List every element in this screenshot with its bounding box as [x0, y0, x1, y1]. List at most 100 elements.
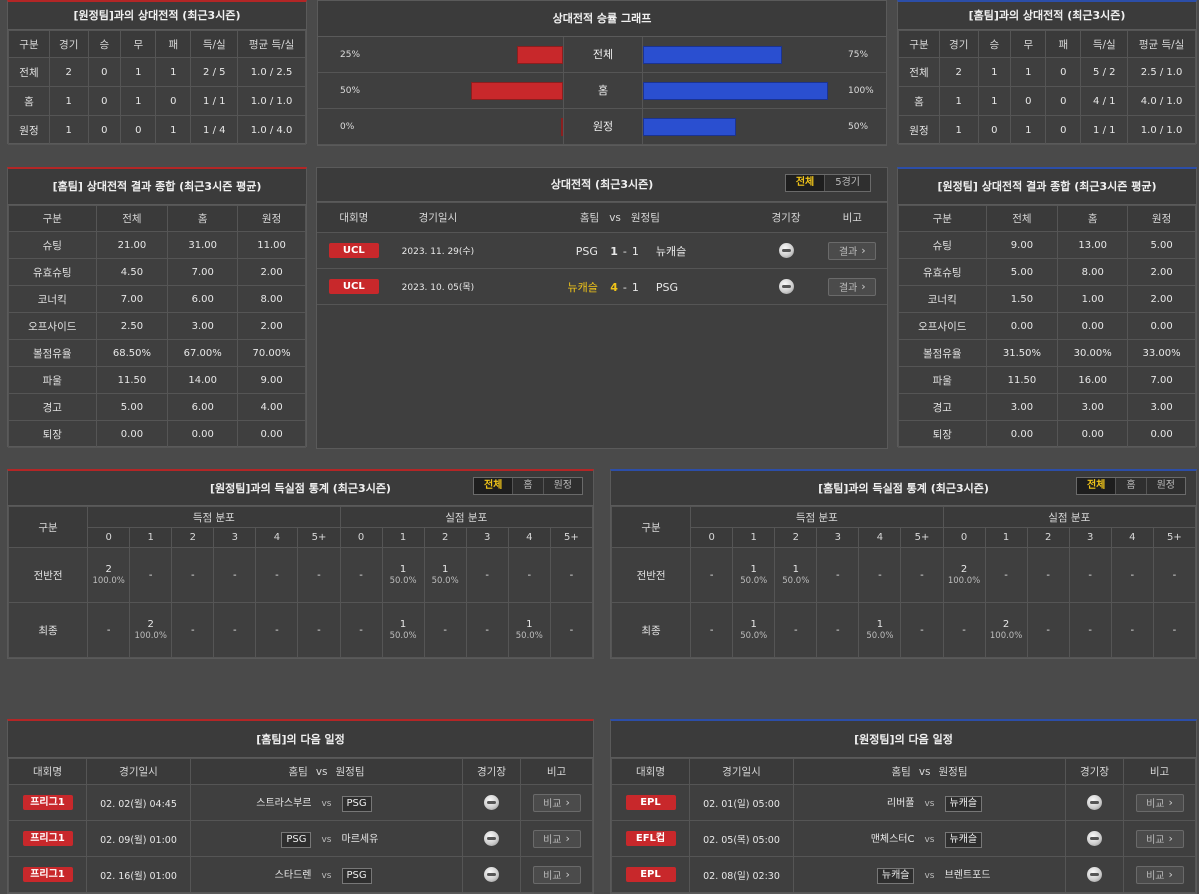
away-team: 뉴캐슬 [655, 244, 687, 258]
compare-button[interactable]: 비교 › [532, 865, 581, 884]
cell-value: 11.50 [985, 366, 1059, 394]
right-rate-label: 75% [848, 49, 869, 60]
column-header: 승 [977, 30, 1012, 58]
cell-percent: 100.0% [134, 631, 167, 641]
compare-button[interactable]: 비교 › [532, 829, 581, 848]
tab-all[interactable]: 전체 [473, 478, 514, 494]
away-score: 1 [631, 280, 639, 294]
table-row: 원정 1 0 0 1 1 / 4 1.0 / 4.0 [8, 115, 306, 145]
away-team-header: 원정팀 [938, 766, 968, 778]
cell-count: 1 [526, 619, 533, 630]
result-button[interactable]: 결과 › [828, 277, 877, 296]
cell-count: - [443, 624, 447, 636]
column-header: 구분 [8, 30, 50, 58]
away-team[interactable]: PSG [341, 867, 372, 884]
cell-count: 1 [876, 619, 884, 630]
column-header: 패 [155, 30, 192, 58]
away-team: PSG [655, 280, 678, 294]
conceded-distribution-header: 실점 분포 [942, 506, 1196, 528]
goal-bin-header: 4 [1110, 527, 1154, 548]
match-date: 2023. 10. 05(목) [390, 268, 486, 305]
cell-count: - [962, 624, 966, 636]
compare-button[interactable]: 비교 › [532, 793, 581, 812]
cell-value: 1 [1010, 115, 1047, 145]
panel-title: 상대전적 승률 그래프 [318, 1, 886, 37]
panel-title-text: 상대전적 (최근3시즌) [550, 178, 654, 191]
vs-label: vs [321, 798, 332, 809]
distribution-cell: 1 50.0% [423, 547, 467, 603]
distribution-cell: - [1068, 547, 1112, 603]
header-row: 구분 전체 홈 원정 [898, 205, 1196, 232]
cell-value: 0 [1045, 86, 1082, 116]
home-team[interactable]: PSG [281, 831, 312, 848]
distribution-cell: - [171, 547, 215, 603]
home-team[interactable]: 뉴캐슬 [876, 867, 915, 884]
away-team[interactable]: 마르세유 [341, 833, 379, 845]
stadium-icon[interactable] [484, 867, 499, 882]
cell-value: 70.00% [237, 339, 306, 367]
tab-home[interactable]: 홈 [1116, 478, 1147, 494]
cell-percent: 50.0% [515, 631, 543, 641]
home-team[interactable]: 스타드렌 [274, 869, 312, 881]
stadium-icon[interactable] [1087, 831, 1102, 846]
tab-home[interactable]: 홈 [513, 478, 544, 494]
cell-value: 0.00 [167, 420, 239, 448]
tab-all[interactable]: 전체 [1076, 478, 1117, 494]
cell-value: 16.00 [1057, 366, 1129, 394]
column-header: 승 [87, 30, 122, 58]
row-label: 유효슈팅 [8, 258, 97, 286]
home-team[interactable]: 리버풀 [886, 797, 915, 809]
result-button[interactable]: 결과 › [828, 241, 877, 260]
tab-away[interactable]: 원정 [1156, 480, 1175, 491]
compare-button[interactable]: 비교 › [1135, 829, 1184, 848]
right-bar-track [643, 109, 848, 145]
table-row: 전체 2 0 1 1 2 / 5 1.0 / 2.5 [8, 57, 306, 87]
distribution-cell: 1 50.0% [507, 602, 551, 658]
note-cell: 비교 › [520, 784, 593, 821]
vs-label: vs [321, 834, 332, 845]
home-team[interactable]: 맨체스터C [870, 833, 915, 845]
home-team[interactable]: 스트라스부르 [256, 797, 312, 809]
goal-bin-header: 1 [984, 527, 1028, 548]
cell-count: 1 [399, 619, 407, 630]
league-cell: UCL [317, 268, 391, 305]
right-rate-bar [643, 45, 782, 64]
stadium-icon[interactable] [1087, 867, 1102, 882]
cell-value: 5.00 [95, 393, 169, 421]
cell-count: - [190, 624, 195, 636]
vs-header: vs [315, 766, 328, 778]
chevron-right-icon: › [565, 868, 570, 881]
tab-last-5[interactable]: 5경기 [835, 177, 860, 188]
table-row: 유효슈팅 5.00 8.00 2.00 [898, 258, 1196, 286]
away-team[interactable]: 뉴캐슬 [944, 795, 983, 812]
home-team-wrap: 스트라스부르 [199, 794, 311, 809]
stadium-icon[interactable] [484, 831, 499, 846]
cell-count: - [527, 569, 532, 581]
goals-distribution-right-panel: [홈팀]과의 득실점 통계 (최근3시즌) 전체 홈 원정 구분 득점 분포 실점 … [610, 469, 1197, 659]
distribution-cell: - [213, 547, 257, 603]
graph-row: 25% 전체 75% [318, 36, 886, 73]
cell-count: - [709, 569, 714, 581]
compare-button[interactable]: 비교 › [1135, 793, 1184, 812]
away-team[interactable]: 뉴캐슬 [944, 831, 983, 848]
away-team[interactable]: PSG [341, 795, 372, 812]
tab-all[interactable]: 전체 [785, 175, 826, 191]
away-team[interactable]: 브렌트포드 [944, 869, 991, 881]
vs-label: vs [924, 870, 935, 881]
left-rate-bar [516, 45, 563, 64]
distribution-cell: - [339, 547, 383, 603]
cell-value: 1.0 / 2.5 [237, 57, 306, 87]
stadium-icon[interactable] [778, 243, 794, 258]
column-header: 홈 [167, 205, 239, 232]
cell-count: - [1088, 624, 1093, 636]
teams-cell: 리버풀 vs 뉴캐슬 [793, 784, 1066, 821]
compare-button[interactable]: 비교 › [1135, 865, 1184, 884]
tab-away[interactable]: 원정 [553, 480, 572, 491]
cell-percent: 50.0% [740, 631, 768, 641]
goal-bin-header: 2 [1026, 527, 1070, 548]
cell-value: 11.50 [95, 366, 169, 394]
stadium-icon[interactable] [484, 795, 499, 810]
stadium-icon[interactable] [778, 279, 794, 294]
stadium-icon[interactable] [1087, 795, 1102, 810]
